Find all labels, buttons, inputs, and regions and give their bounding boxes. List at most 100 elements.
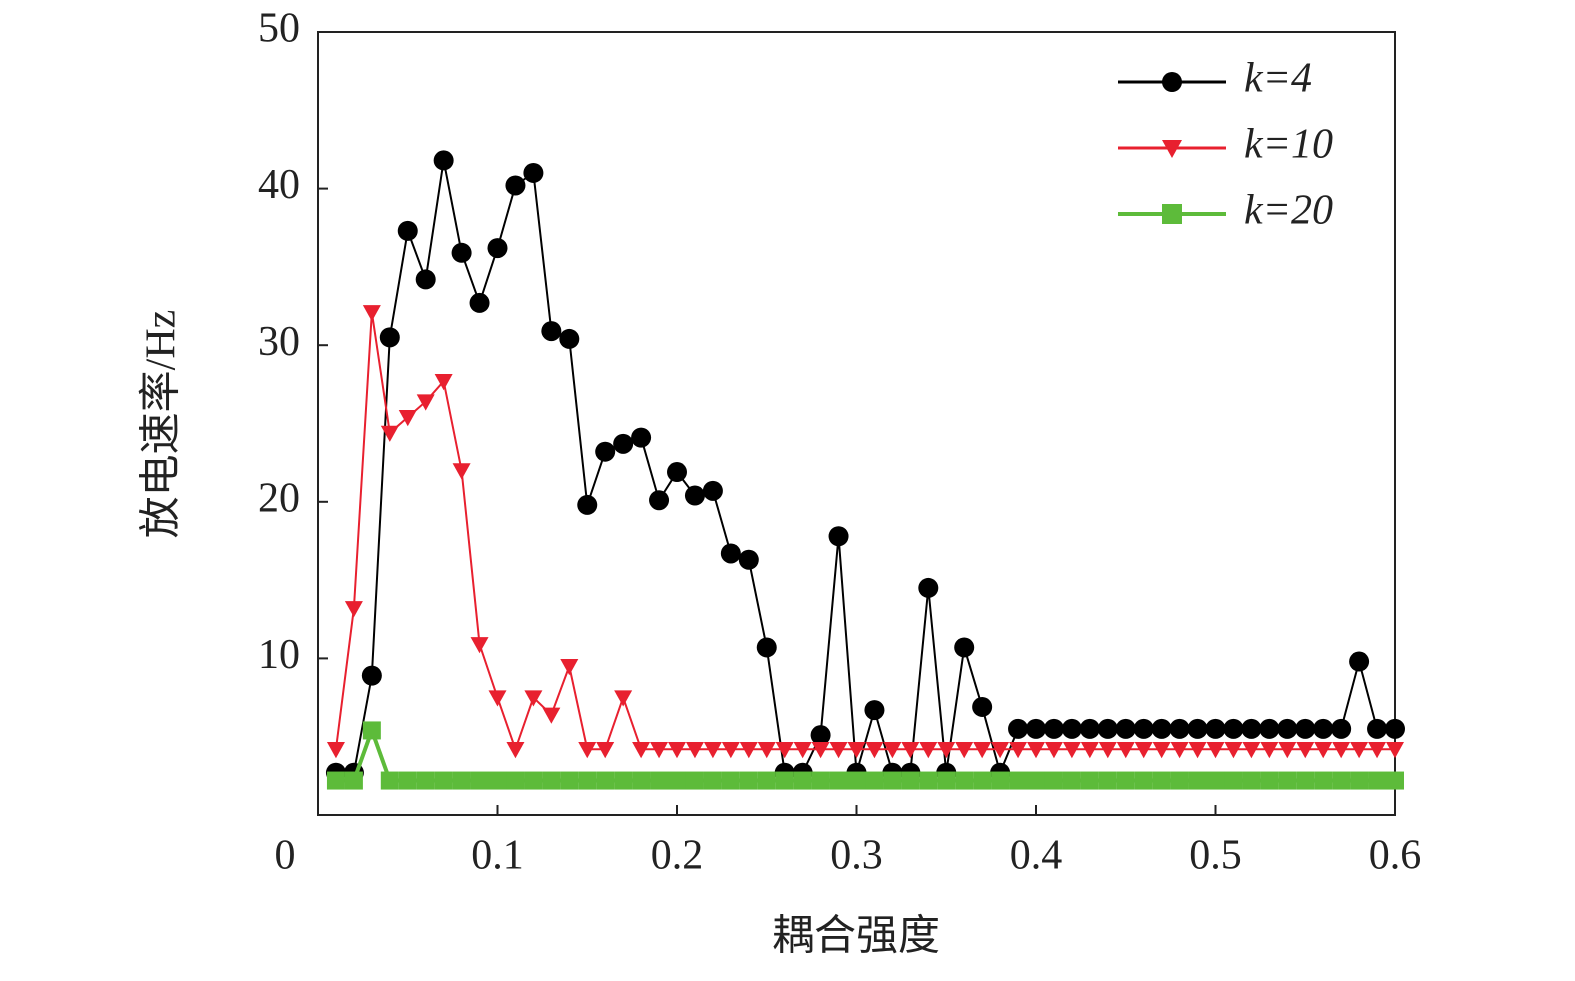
point [487,238,508,259]
point [434,771,453,790]
point [596,771,615,790]
point [1260,742,1279,759]
point [416,771,435,790]
point [757,742,776,759]
point [973,742,992,759]
point [883,742,902,759]
point [470,771,489,790]
point [955,771,974,790]
point [703,742,722,759]
point [416,394,435,411]
point [1277,718,1298,739]
point [524,690,543,707]
point [649,490,670,511]
point [380,425,399,442]
point [721,771,740,790]
point [972,696,993,717]
point [1205,718,1226,739]
point [685,742,704,759]
point [433,150,454,171]
point [469,292,490,313]
y-tick-label: 50 [258,6,300,52]
point [541,321,562,342]
point [1043,718,1064,739]
point [1332,771,1351,790]
point [1009,771,1028,790]
point [811,771,830,790]
point [775,742,794,759]
point [1061,718,1082,739]
x-tick-label: 0.2 [651,833,704,879]
point [1009,742,1028,759]
point [793,742,812,759]
point [452,771,471,790]
point [1332,742,1351,759]
point [470,637,489,654]
point [865,742,884,759]
point [1385,718,1405,739]
point [1044,771,1063,790]
point [542,707,561,724]
point [361,665,382,686]
point [864,700,885,721]
point [1313,718,1334,739]
point [326,742,345,759]
point [973,771,992,790]
point [1170,742,1189,759]
point [1296,771,1315,790]
point [1097,718,1118,739]
point [398,771,417,790]
point [1151,718,1172,739]
point [398,410,417,427]
legend-marker [1162,204,1182,224]
point [1044,742,1063,759]
point [524,771,543,790]
point [918,577,939,598]
point [631,427,652,448]
point [1296,742,1315,759]
point [506,771,525,790]
plot-frame [317,31,1396,816]
point [1314,742,1333,759]
point [1116,742,1135,759]
point [738,549,759,570]
point [451,242,472,263]
point [1278,742,1297,759]
point [1170,771,1189,790]
point [650,742,669,759]
point [650,771,669,790]
point [362,721,381,740]
point [1367,718,1388,739]
point [1206,771,1225,790]
y-tick-label: 20 [258,475,300,521]
point [1224,771,1243,790]
point [344,601,363,618]
point [810,725,831,746]
point [1295,718,1316,739]
point [1331,718,1352,739]
x-tick-label: 0.4 [1010,833,1063,879]
point [739,771,758,790]
x-tick-label: 0 [275,833,296,879]
point [505,175,526,196]
point [1026,718,1046,739]
x-tick-label: 0.3 [830,833,883,879]
point [326,771,345,790]
point [811,742,830,759]
point [1206,742,1225,759]
point [1386,742,1404,759]
point [739,742,758,759]
point [720,543,741,564]
point [523,162,544,183]
point [828,526,849,547]
point [847,771,866,790]
point [1098,771,1117,790]
point [793,771,812,790]
point [1027,742,1045,759]
point [668,771,686,790]
point [1188,742,1207,759]
point [1080,771,1099,790]
point [1027,771,1045,790]
series-line [334,312,1395,753]
